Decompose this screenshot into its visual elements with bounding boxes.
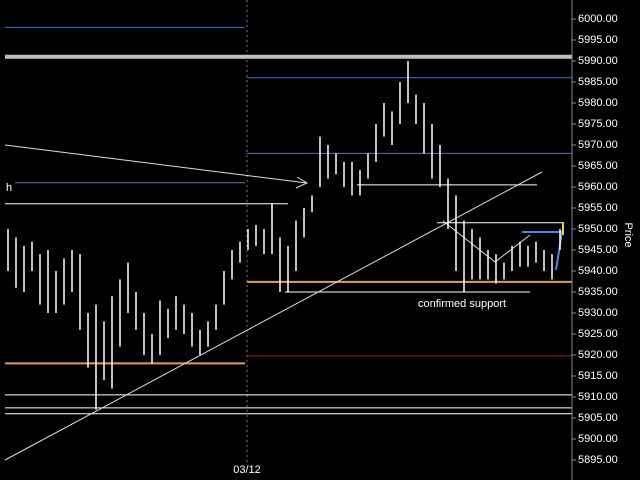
y-tick-label: 5970.00: [578, 139, 618, 151]
y-tick-label: 5940.00: [578, 265, 618, 277]
y-tick-label: 5955.00: [578, 202, 618, 214]
y-tick-label: 5930.00: [578, 307, 618, 319]
arrow-head: [295, 176, 309, 189]
y-tick-label: 5935.00: [578, 286, 618, 298]
y-tick-label: 5975.00: [578, 118, 618, 130]
y-tick-label: 5965.00: [578, 160, 618, 172]
y-tick-label: 5920.00: [578, 349, 618, 361]
triangle-line: [442, 220, 531, 263]
y-tick-label: 5995.00: [578, 34, 618, 46]
y-tick-label: 5895.00: [578, 454, 618, 466]
y-tick-label: 5985.00: [578, 76, 618, 88]
y-tick-label: 5960.00: [578, 181, 618, 193]
arrow-line: [4, 144, 308, 184]
y-tick-label: 5905.00: [578, 412, 618, 424]
y-tick-label: 5950.00: [578, 223, 618, 235]
y-tick-label: 5925.00: [578, 328, 618, 340]
y-axis-label: Price: [622, 222, 634, 247]
x-tick-label: 03/12: [233, 464, 261, 476]
y-tick-label: 5980.00: [578, 97, 618, 109]
y-tick-label: 5945.00: [578, 244, 618, 256]
trend-line: [4, 171, 543, 461]
y-tick-label: 5910.00: [578, 391, 618, 403]
y-tick-label: 5990.00: [578, 55, 618, 67]
y-tick-label: 5900.00: [578, 433, 618, 445]
y-tick-label: 6000.00: [578, 13, 618, 25]
annotation: h: [6, 182, 12, 194]
marker: [555, 231, 563, 271]
y-tick-label: 5915.00: [578, 370, 618, 382]
annotation: confirmed support: [418, 298, 506, 310]
